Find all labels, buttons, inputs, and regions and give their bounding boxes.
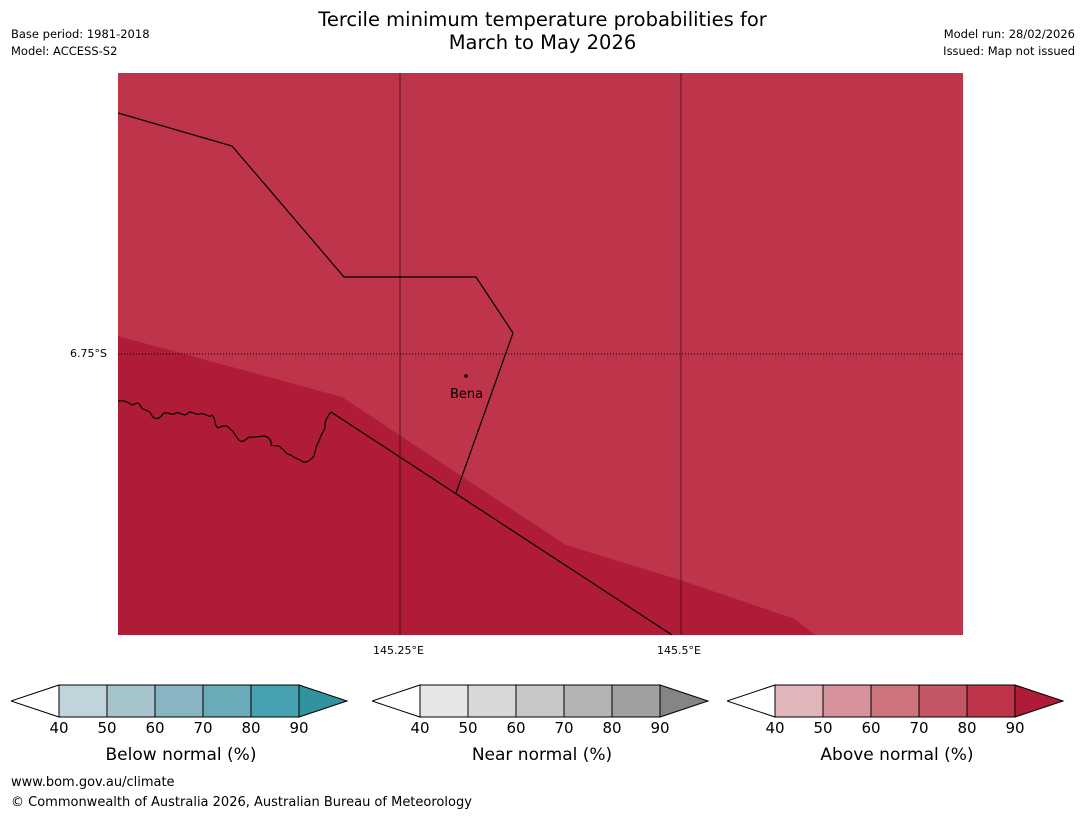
- tick-below-90: 90: [289, 719, 309, 737]
- legend-above-normal: 40 50 60 70 80 90 Above normal (%): [727, 684, 1067, 765]
- tick-above-50: 50: [813, 719, 833, 737]
- bena-marker[interactable]: [464, 374, 468, 378]
- colorbar-near-bin-3: [515, 684, 565, 718]
- legend-near-normal: 40 50 60 70 80 90 Near normal (%): [372, 684, 712, 765]
- tick-near-90: 90: [650, 719, 670, 737]
- tick-below-40: 40: [49, 719, 69, 737]
- colorbar-below-bin-3: [154, 684, 204, 718]
- colorbar-near-bin-5: [611, 684, 661, 718]
- title-line-2: March to May 2026: [448, 31, 637, 54]
- meta-left: Base period: 1981-2018 Model: ACCESS-S2: [11, 26, 150, 60]
- colorbar-above-extend-low: [727, 684, 776, 718]
- base-period: Base period: 1981-2018: [11, 27, 150, 41]
- longitude-label-145-25: 145.25°E: [373, 644, 424, 657]
- longitude-label-145-5: 145.5°E: [657, 644, 701, 657]
- colorbar-below-bin-5: [250, 684, 300, 718]
- colorbar-above-extend-high: [1014, 684, 1065, 718]
- issued-status: Issued: Map not issued: [943, 44, 1075, 58]
- colorbar-near-extend-low: [372, 684, 421, 718]
- tick-above-40: 40: [765, 719, 785, 737]
- tick-below-80: 80: [241, 719, 261, 737]
- map-region-lower: [118, 336, 815, 635]
- tick-above-60: 60: [861, 719, 881, 737]
- footer-copyright: © Commonwealth of Australia 2026, Austra…: [11, 795, 472, 810]
- river-boundary: [117, 400, 332, 463]
- colorbar-above-bin-3: [870, 684, 920, 718]
- colorbar-near: [372, 684, 710, 718]
- tick-below-50: 50: [97, 719, 117, 737]
- footer-url[interactable]: www.bom.gov.au/climate: [11, 775, 175, 790]
- colorbar-below: [11, 684, 349, 718]
- tick-above-80: 80: [957, 719, 977, 737]
- tick-above-70: 70: [909, 719, 929, 737]
- colorbar-above-bin-2: [822, 684, 872, 718]
- colorbar-above-bin-5: [966, 684, 1016, 718]
- province-boundary: [117, 112, 514, 494]
- colorbar-near-extend-high: [659, 684, 710, 718]
- tick-below-70: 70: [193, 719, 213, 737]
- colorbar-below-bin-1: [58, 684, 108, 718]
- legend-title-near: Near normal (%): [471, 745, 613, 765]
- model-name: Model: ACCESS-S2: [11, 44, 118, 58]
- colorbar-below-bin-2: [106, 684, 156, 718]
- legend-title-below: Below normal (%): [105, 745, 257, 765]
- map-title: Tercile minimum temperature probabilitie…: [0, 8, 1085, 54]
- place-label-bena: Bena: [450, 387, 484, 402]
- colorbar-below-bin-4: [202, 684, 252, 718]
- province-boundary-south: [330, 411, 673, 636]
- colorbar-below-extend-low: [11, 684, 60, 718]
- colorbar-below-extend-high: [298, 684, 349, 718]
- meta-right: Model run: 28/02/2026 Issued: Map not is…: [943, 26, 1075, 60]
- tick-near-50: 50: [458, 719, 478, 737]
- colorbar-near-bin-1: [419, 684, 469, 718]
- tick-above-90: 90: [1005, 719, 1025, 737]
- legend-title-above: Above normal (%): [820, 745, 974, 765]
- title-line-1: Tercile minimum temperature probabilitie…: [318, 8, 767, 31]
- colorbar-above-bin-4: [918, 684, 968, 718]
- tick-below-60: 60: [145, 719, 165, 737]
- model-run: Model run: 28/02/2026: [943, 27, 1075, 41]
- colorbar-near-bin-4: [563, 684, 613, 718]
- colorbar-above-bin-1: [774, 684, 824, 718]
- legend-below-normal: 40 50 60 70 80 90 Below normal (%): [11, 684, 351, 765]
- tick-near-60: 60: [506, 719, 526, 737]
- tick-near-80: 80: [602, 719, 622, 737]
- tick-near-40: 40: [410, 719, 430, 737]
- latitude-label: 6.75°S: [70, 347, 107, 360]
- colorbar-above: [727, 684, 1065, 718]
- tick-near-70: 70: [554, 719, 574, 737]
- colorbar-near-bin-2: [467, 684, 517, 718]
